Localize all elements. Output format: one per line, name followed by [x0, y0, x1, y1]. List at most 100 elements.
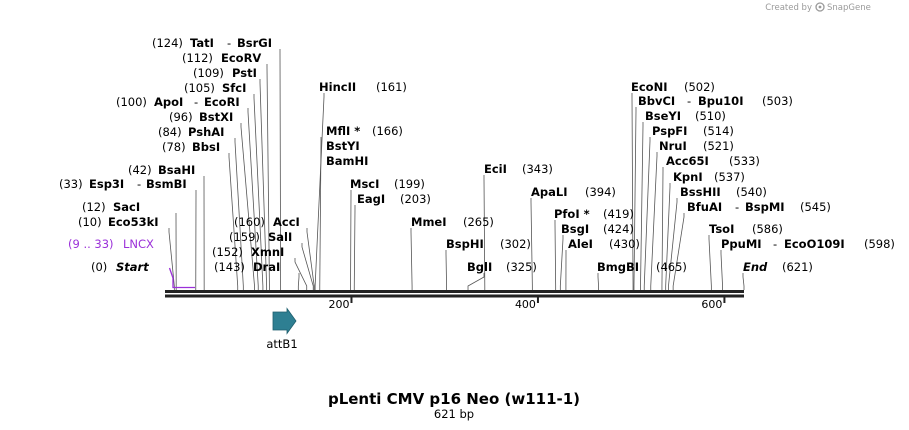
end-pos: (621): [782, 260, 813, 274]
site-sep: -: [137, 177, 141, 191]
attb1-label: attB1: [266, 337, 297, 351]
site-name[interactable]: PspFI: [652, 124, 687, 138]
feature-attb1[interactable]: attB1: [266, 307, 298, 352]
site-leader-line: [266, 64, 270, 290]
site-pos: (203): [400, 192, 431, 206]
site-pos: (394): [585, 185, 616, 199]
site-name[interactable]: AleI: [568, 237, 593, 251]
site-name[interactable]: BamHI: [326, 154, 368, 168]
site-sep: -: [687, 94, 691, 108]
credit-text: Created by: [765, 3, 812, 13]
site-name[interactable]: BsrGI: [237, 36, 272, 50]
site-name[interactable]: EcoO109I: [784, 237, 845, 251]
site-name[interactable]: DraI: [253, 260, 280, 274]
site-name[interactable]: EagI: [357, 192, 385, 206]
site-name[interactable]: BsmBI: [146, 177, 187, 191]
site-pos: (537): [714, 170, 745, 184]
tick-mark: [350, 297, 353, 303]
site-name[interactable]: AccI: [273, 215, 300, 229]
site-leader-line: [559, 235, 564, 290]
site-name[interactable]: ApoI: [154, 95, 183, 109]
site-name[interactable]: HincII: [319, 80, 356, 94]
site-pos: (510): [695, 109, 726, 123]
site-name[interactable]: BsaHI: [158, 163, 195, 177]
site-pos: (521): [703, 139, 734, 153]
site-sep: -: [227, 36, 231, 50]
site-name[interactable]: Esp3I: [89, 177, 124, 191]
tick-mark: [536, 297, 539, 303]
site-leader-line: [319, 137, 322, 290]
site-leader-line: [672, 213, 685, 290]
site-leader-line: [483, 175, 486, 290]
middle-sites: HincII (161) MflI * (166) BstYI BamHI Ms…: [319, 80, 687, 274]
left-sites: (124) TatI - BsrGI (112) EcoRV (109) Pst…: [59, 36, 272, 274]
site-name[interactable]: MflI *: [326, 124, 360, 138]
site-leader-line: [294, 258, 308, 290]
site-name[interactable]: PshAI: [188, 125, 224, 139]
site-name[interactable]: BssHII: [680, 185, 721, 199]
site-name[interactable]: ApaLI: [531, 185, 568, 199]
site-leader-line: [631, 93, 634, 290]
site-leader-line: [259, 79, 268, 290]
site-leader-line: [240, 123, 255, 290]
site-pos: (105): [184, 81, 215, 95]
site-name[interactable]: PfoI *: [554, 207, 590, 221]
site-name[interactable]: Acc65I: [666, 154, 709, 168]
site-name[interactable]: SalI: [268, 230, 292, 244]
tick-mark: [723, 297, 726, 303]
site-leader-line: [247, 108, 259, 290]
site-name[interactable]: TatI: [190, 36, 214, 50]
feature-lncx[interactable]: (9 .. 33) LNCX: [68, 237, 195, 289]
site-name[interactable]: BbsI: [192, 140, 220, 154]
site-leader-line: [597, 273, 599, 290]
site-name[interactable]: BmgBI: [597, 260, 639, 274]
site-name[interactable]: MscI: [350, 177, 379, 191]
site-name[interactable]: Eco53kI: [108, 215, 159, 229]
site-name[interactable]: SfcI: [222, 81, 246, 95]
site-name[interactable]: PstI: [232, 66, 257, 80]
site-name[interactable]: SacI: [113, 200, 140, 214]
site-name[interactable]: BstXI: [199, 110, 233, 124]
site-name[interactable]: PpuMI: [721, 237, 762, 251]
site-leader-line: [306, 228, 315, 290]
site-leader-line: [742, 273, 745, 290]
site-leader-line: [314, 93, 325, 290]
site-leader-line: [640, 122, 644, 290]
site-leader-line: [228, 153, 239, 290]
site-name[interactable]: NruI: [659, 139, 687, 153]
site-name[interactable]: BglI: [467, 260, 492, 274]
site-pos: (166): [372, 124, 403, 138]
site-name[interactable]: XmnI: [251, 245, 284, 259]
site-name[interactable]: BfuAI: [687, 200, 722, 214]
site-pos: (152): [212, 245, 243, 259]
site-leader-line: [554, 220, 557, 290]
site-name[interactable]: EcoNI: [631, 80, 667, 94]
site-name[interactable]: EciI: [484, 162, 507, 176]
site-name[interactable]: EcoRV: [221, 51, 261, 65]
site-name[interactable]: BspHI: [446, 237, 484, 251]
site-name[interactable]: KpnI: [673, 170, 703, 184]
site-name[interactable]: BsgI: [561, 222, 589, 236]
site-pos: (78): [162, 140, 186, 154]
site-name[interactable]: BstYI: [326, 139, 360, 153]
site-leader-line: [650, 152, 658, 290]
attb1-arrow-icon: [272, 307, 297, 335]
plasmid-length: 621 bp: [434, 407, 474, 421]
site-name[interactable]: MmeI: [411, 215, 447, 229]
site-name[interactable]: BseYI: [645, 109, 681, 123]
site-pos: (84): [158, 125, 182, 139]
site-leader-line: [661, 167, 664, 290]
site-name[interactable]: TsoI: [709, 222, 734, 236]
site-name[interactable]: EcoRI: [204, 95, 240, 109]
site-pos: (159): [229, 230, 260, 244]
tick-label: 600: [701, 298, 722, 311]
site-name[interactable]: BspMI: [745, 200, 785, 214]
site-pos: (109): [193, 66, 224, 80]
site-pos: (302): [500, 237, 531, 251]
site-name[interactable]: BbvCI: [638, 94, 675, 108]
site-pos: (160): [234, 215, 265, 229]
end-label: End: [743, 260, 768, 274]
site-pos: (419): [603, 207, 634, 221]
site-leader-line: [353, 205, 356, 290]
site-name[interactable]: Bpu10I: [698, 94, 743, 108]
